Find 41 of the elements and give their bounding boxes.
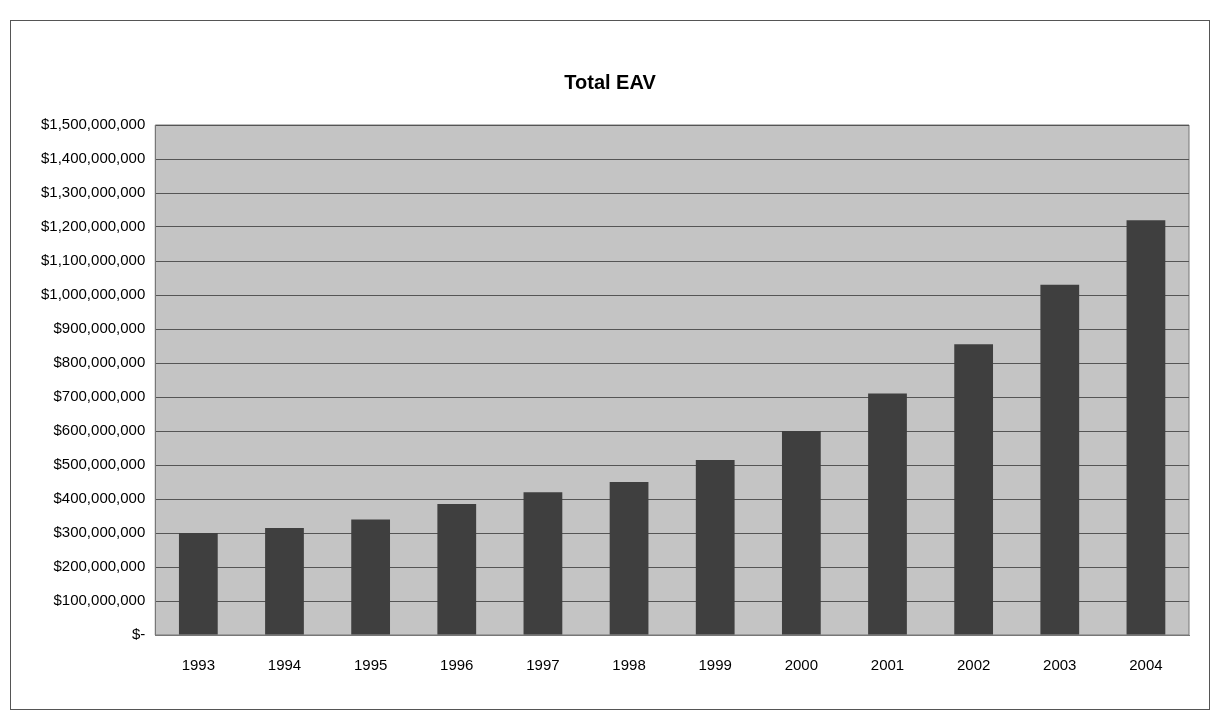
y-tick-label: $800,000,000 [53,353,146,371]
bar [695,459,735,635]
bar [609,482,649,635]
x-tick-label: 1999 [698,656,732,674]
x-tick-label: 2002 [956,656,991,674]
x-tick-label: 1995 [353,656,388,674]
x-tick-label: 1994 [267,656,302,674]
y-tick-label: $500,000,000 [53,455,146,473]
y-tick-label: $700,000,000 [53,387,146,405]
bar [1040,284,1080,635]
bar [437,504,477,635]
bar [1126,220,1166,635]
y-tick-label: $1,500,000,000 [40,115,146,133]
bar [868,393,907,635]
bar [265,527,304,635]
bar [351,519,391,635]
bar [178,533,218,635]
bar [781,431,821,635]
x-tick-label: 1993 [181,656,216,674]
x-tick-label: 2003 [1043,656,1077,674]
y-tick-label: $900,000,000 [53,319,146,337]
y-tick-label: $1,300,000,000 [40,183,146,201]
x-tick-label: 1996 [440,656,474,674]
x-tick-label: 2004 [1129,656,1163,674]
x-tick-label: 1998 [612,656,646,674]
y-tick-label: $400,000,000 [53,489,146,507]
y-tick-label: $100,000,000 [53,591,146,609]
y-tick-label: $- [131,625,146,643]
x-tick-label: 2000 [784,656,819,674]
y-tick-label: $600,000,000 [53,421,146,439]
y-tick-label: $1,400,000,000 [40,149,146,167]
y-tick-label: $200,000,000 [53,557,146,575]
y-tick-label: $1,000,000,000 [40,285,146,303]
bar [954,344,994,635]
bar [523,492,563,635]
y-tick-label: $1,200,000,000 [40,217,146,235]
x-tick-label: 1997 [526,656,560,674]
chart-title: Total EAV [564,70,657,93]
y-tick-label: $1,100,000,000 [40,251,146,269]
y-tick-label: $300,000,000 [53,523,146,541]
x-tick-label: 2001 [870,656,905,674]
